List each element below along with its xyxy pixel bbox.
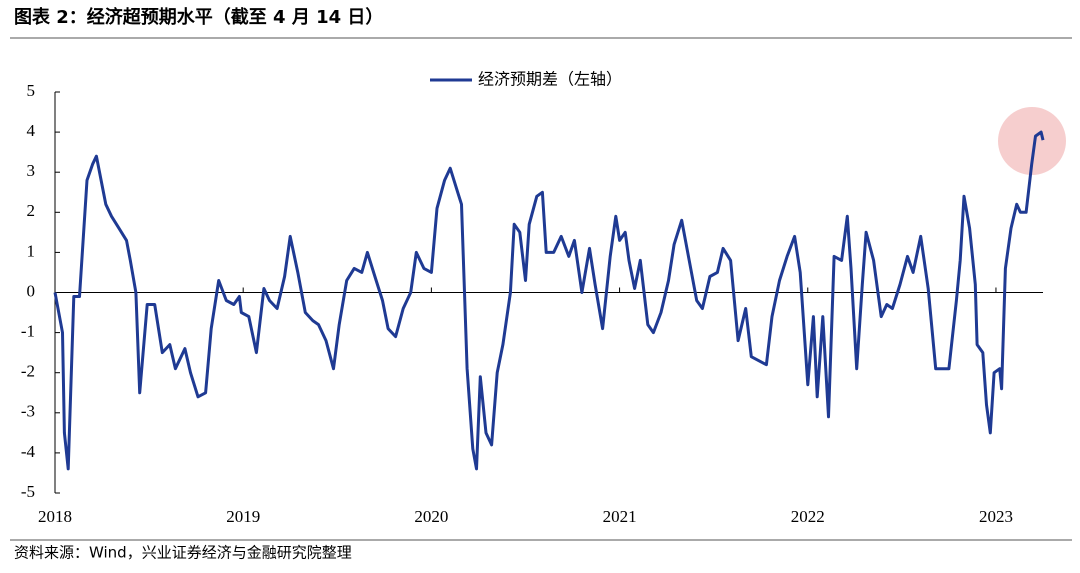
x-tick-label: 2023 [979,507,1013,526]
x-tick-label: 2021 [603,507,637,526]
x-tick-label: 2018 [38,507,72,526]
source-note: 资料来源：Wind，兴业证券经济与金融研究院整理 [14,544,352,562]
y-tick-label: 0 [27,281,36,300]
x-tick-label: 2019 [226,507,260,526]
y-tick-label: -1 [21,322,35,341]
y-tick-label: -4 [21,442,36,461]
chart-title: 图表 2：经济超预期水平（截至 4 月 14 日） [14,6,383,28]
y-tick-label: -5 [21,482,35,501]
y-tick-label: 3 [27,161,36,180]
y-tick-label: 4 [27,121,36,140]
y-tick-label: -2 [21,362,35,381]
y-tick-label: 2 [27,201,36,220]
x-tick-label: 2022 [791,507,825,526]
y-tick-label: -3 [21,402,35,421]
y-tick-label: 1 [27,241,36,260]
highlight-circle [998,107,1066,175]
legend-label: 经济预期差（左轴） [478,70,622,89]
data-line [53,130,1045,471]
x-tick-label: 2020 [414,507,448,526]
y-tick-label: 5 [27,81,36,100]
